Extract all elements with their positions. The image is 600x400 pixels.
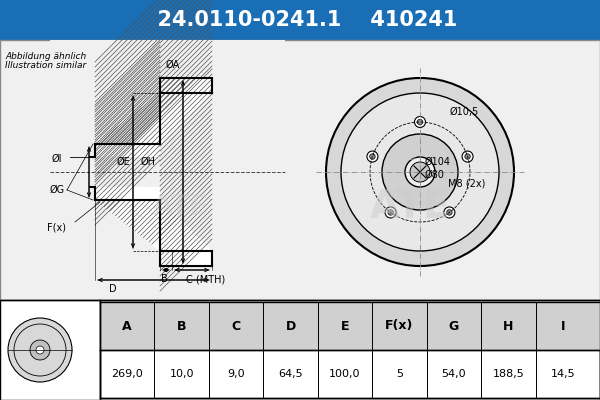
Bar xyxy=(100,302,600,350)
Circle shape xyxy=(388,210,394,215)
Text: ØA: ØA xyxy=(166,60,180,70)
Circle shape xyxy=(465,154,470,159)
Bar xyxy=(100,302,600,398)
Polygon shape xyxy=(95,78,212,144)
Text: D: D xyxy=(109,284,117,294)
Text: ATE: ATE xyxy=(151,193,209,221)
Circle shape xyxy=(326,78,514,266)
Bar xyxy=(95,157,212,187)
Text: Ø10,5: Ø10,5 xyxy=(450,107,479,117)
Text: F(x): F(x) xyxy=(385,320,413,332)
Circle shape xyxy=(446,210,452,215)
Circle shape xyxy=(30,340,50,360)
Text: H: H xyxy=(503,320,514,332)
Text: ØG: ØG xyxy=(49,185,65,195)
Text: Ø80: Ø80 xyxy=(425,170,445,180)
Circle shape xyxy=(8,318,72,382)
Bar xyxy=(0,0,600,40)
Text: Illustration similar: Illustration similar xyxy=(5,61,86,70)
Circle shape xyxy=(367,151,378,162)
Circle shape xyxy=(385,207,396,218)
Text: E: E xyxy=(341,320,349,332)
Text: G: G xyxy=(449,320,459,332)
Circle shape xyxy=(405,157,435,187)
Circle shape xyxy=(415,116,425,128)
Text: ØI: ØI xyxy=(52,154,62,164)
Text: 188,5: 188,5 xyxy=(493,369,524,379)
Text: Ø104: Ø104 xyxy=(425,157,451,167)
Text: Abbildung ähnlich: Abbildung ähnlich xyxy=(5,52,86,61)
Polygon shape xyxy=(95,200,212,266)
Text: C (MTH): C (MTH) xyxy=(186,274,225,284)
Bar xyxy=(90,157,215,187)
Bar xyxy=(160,78,212,93)
Text: A: A xyxy=(122,320,132,332)
Text: 14,5: 14,5 xyxy=(550,369,575,379)
Circle shape xyxy=(417,119,423,125)
Text: ®: ® xyxy=(403,150,417,164)
Text: F(x): F(x) xyxy=(47,222,67,232)
Circle shape xyxy=(341,93,499,251)
Text: 100,0: 100,0 xyxy=(329,369,361,379)
Text: B: B xyxy=(161,274,167,284)
Circle shape xyxy=(382,134,458,210)
Text: ATE: ATE xyxy=(370,188,450,226)
Text: 269,0: 269,0 xyxy=(112,369,143,379)
Text: 64,5: 64,5 xyxy=(278,369,303,379)
Circle shape xyxy=(410,162,430,182)
Text: B: B xyxy=(177,320,187,332)
Text: ØE: ØE xyxy=(116,157,130,167)
Bar xyxy=(0,300,600,400)
Text: C: C xyxy=(232,320,241,332)
Bar xyxy=(95,187,160,200)
Text: 54,0: 54,0 xyxy=(442,369,466,379)
Bar xyxy=(95,144,160,157)
Text: 9,0: 9,0 xyxy=(227,369,245,379)
Text: D: D xyxy=(286,320,296,332)
Bar xyxy=(50,40,285,292)
Text: I: I xyxy=(560,320,565,332)
Bar xyxy=(160,251,212,266)
Circle shape xyxy=(370,154,375,159)
Text: 24.0110-0241.1    410241: 24.0110-0241.1 410241 xyxy=(143,10,457,30)
Circle shape xyxy=(36,346,44,354)
Text: 10,0: 10,0 xyxy=(169,369,194,379)
Circle shape xyxy=(444,207,455,218)
Text: 5: 5 xyxy=(396,369,403,379)
Circle shape xyxy=(462,151,473,162)
Bar xyxy=(0,40,600,300)
Text: ØH: ØH xyxy=(140,157,155,167)
Text: M8 (2x): M8 (2x) xyxy=(448,179,485,189)
